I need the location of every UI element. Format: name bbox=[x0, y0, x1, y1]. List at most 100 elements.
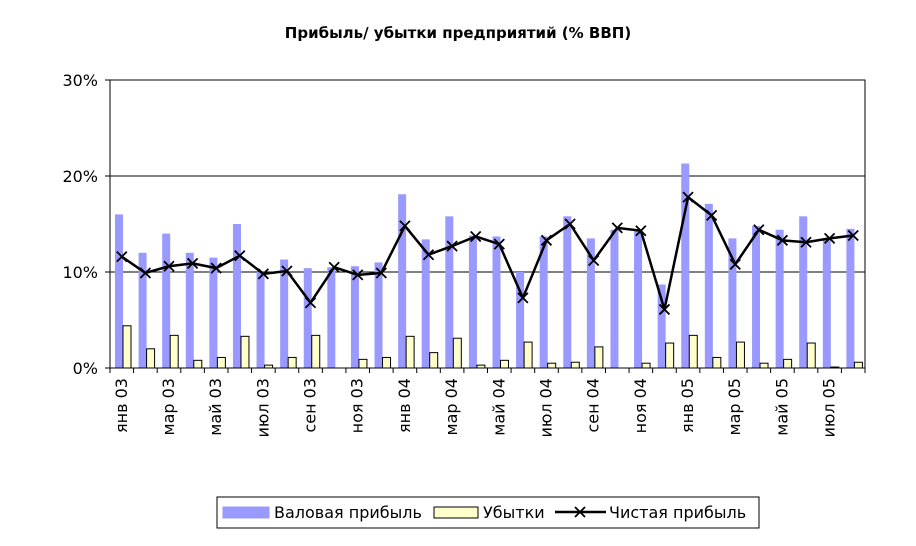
x-tick-label: июл 05 bbox=[820, 378, 839, 438]
net-profit-point bbox=[422, 249, 435, 261]
plot-frame bbox=[109, 79, 866, 369]
bar-gross-profit bbox=[539, 236, 548, 368]
bar-losses bbox=[853, 361, 863, 369]
net-profit-line bbox=[116, 191, 859, 316]
net-profit-point bbox=[375, 267, 387, 279]
bar-losses bbox=[665, 342, 675, 369]
net-profit-point bbox=[234, 250, 246, 262]
net-profit-point bbox=[116, 251, 128, 263]
bar-losses bbox=[429, 352, 439, 369]
bar-gross-profit bbox=[728, 238, 737, 368]
bar-losses bbox=[783, 358, 793, 369]
legend-swatch-gross-profit bbox=[222, 506, 270, 519]
net-profit-point bbox=[706, 209, 718, 221]
bar-losses bbox=[688, 334, 698, 369]
bar-gross-profit bbox=[586, 238, 595, 368]
bar-losses bbox=[122, 325, 132, 369]
net-profit-point bbox=[257, 268, 269, 280]
bar-losses bbox=[287, 356, 297, 369]
net-profit-point bbox=[540, 234, 553, 246]
bar-gross-profit bbox=[398, 194, 407, 368]
net-profit-point bbox=[186, 257, 199, 269]
legend: Валовая прибыль Убытки Чистая прибыль bbox=[216, 496, 760, 529]
net-profit-point bbox=[517, 292, 529, 304]
bar-gross-profit bbox=[115, 214, 123, 368]
bars bbox=[115, 163, 863, 369]
x-tick-label: сен 04 bbox=[584, 378, 603, 433]
legend-swatch-losses bbox=[433, 506, 479, 519]
legend-label-gross-profit: Валовая прибыль bbox=[274, 503, 422, 522]
bar-gross-profit bbox=[610, 229, 619, 368]
bar-losses bbox=[405, 335, 415, 369]
bar-gross-profit bbox=[232, 224, 241, 368]
bar-gross-profit bbox=[752, 225, 761, 368]
net-profit-point bbox=[800, 236, 812, 248]
y-tick-label: 20% bbox=[62, 167, 98, 186]
x-tick-label: сен 03 bbox=[301, 378, 320, 433]
net-profit-point bbox=[281, 265, 293, 277]
x-tick-label: ноя 03 bbox=[348, 378, 367, 433]
x-tick-label: июл 04 bbox=[536, 378, 555, 438]
net-profit-point bbox=[564, 218, 576, 230]
legend-box bbox=[216, 496, 760, 529]
bar-losses bbox=[311, 334, 321, 369]
x-tick-label: мар 05 bbox=[725, 378, 744, 435]
bar-gross-profit bbox=[657, 284, 666, 368]
bar-gross-profit bbox=[209, 257, 218, 368]
x-tick-label: ноя 04 bbox=[631, 378, 650, 433]
bar-losses bbox=[523, 341, 533, 369]
net-profit-point bbox=[729, 258, 741, 270]
net-profit-point bbox=[328, 261, 340, 273]
bar-gross-profit bbox=[704, 203, 713, 368]
bar-losses bbox=[452, 337, 462, 369]
bar-gross-profit bbox=[822, 239, 831, 368]
gridlines bbox=[110, 79, 865, 273]
x-tick-label: мар 04 bbox=[442, 378, 461, 435]
net-profit-point bbox=[753, 224, 765, 236]
x-tick-label: май 03 bbox=[206, 378, 225, 436]
bar-losses bbox=[146, 348, 156, 369]
x-tick-label: май 04 bbox=[489, 378, 508, 436]
net-profit-point bbox=[493, 238, 505, 250]
net-profit-point bbox=[635, 225, 647, 237]
legend-label-net-profit: Чистая прибыль bbox=[609, 503, 746, 522]
bar-losses bbox=[193, 359, 203, 369]
x-tick-label: янв 05 bbox=[678, 378, 697, 433]
x-tick-label: янв 04 bbox=[395, 378, 414, 433]
legend-marker-net-profit bbox=[574, 506, 586, 518]
chart-title: Прибыль/ убытки предприятий (% ВВП) bbox=[285, 24, 631, 42]
bar-gross-profit bbox=[468, 235, 477, 368]
bar-gross-profit bbox=[634, 229, 643, 368]
bar-losses bbox=[594, 346, 604, 369]
net-profit-point bbox=[776, 234, 789, 246]
bar-gross-profit bbox=[256, 272, 265, 368]
net-profit-point bbox=[682, 191, 694, 203]
bar-gross-profit bbox=[138, 252, 147, 368]
bar-losses bbox=[216, 356, 226, 369]
x-tick-label: май 05 bbox=[772, 378, 791, 436]
bar-losses bbox=[169, 334, 179, 369]
bar-gross-profit bbox=[563, 216, 572, 368]
y-tick-label: 0% bbox=[73, 359, 98, 378]
net-profit-point bbox=[446, 240, 458, 252]
net-profit-point bbox=[210, 262, 222, 274]
bar-gross-profit bbox=[162, 233, 171, 368]
net-profit-point bbox=[611, 222, 623, 234]
legend-label-losses: Убытки bbox=[483, 503, 545, 522]
net-profit-point bbox=[139, 267, 152, 279]
net-profit-point bbox=[658, 303, 671, 316]
bar-gross-profit bbox=[681, 163, 690, 368]
net-profit-point bbox=[163, 260, 175, 272]
bar-gross-profit bbox=[775, 229, 784, 368]
bar-losses bbox=[240, 335, 250, 369]
bar-losses bbox=[358, 358, 368, 369]
bar-losses bbox=[735, 341, 745, 369]
x-tick-label: мар 03 bbox=[159, 378, 178, 435]
bar-gross-profit bbox=[799, 216, 808, 368]
bar-gross-profit bbox=[350, 266, 359, 368]
net-profit-point bbox=[588, 254, 600, 267]
net-profit-point bbox=[352, 269, 364, 281]
bar-gross-profit bbox=[185, 252, 194, 368]
x-tick-label: янв 03 bbox=[112, 378, 131, 433]
